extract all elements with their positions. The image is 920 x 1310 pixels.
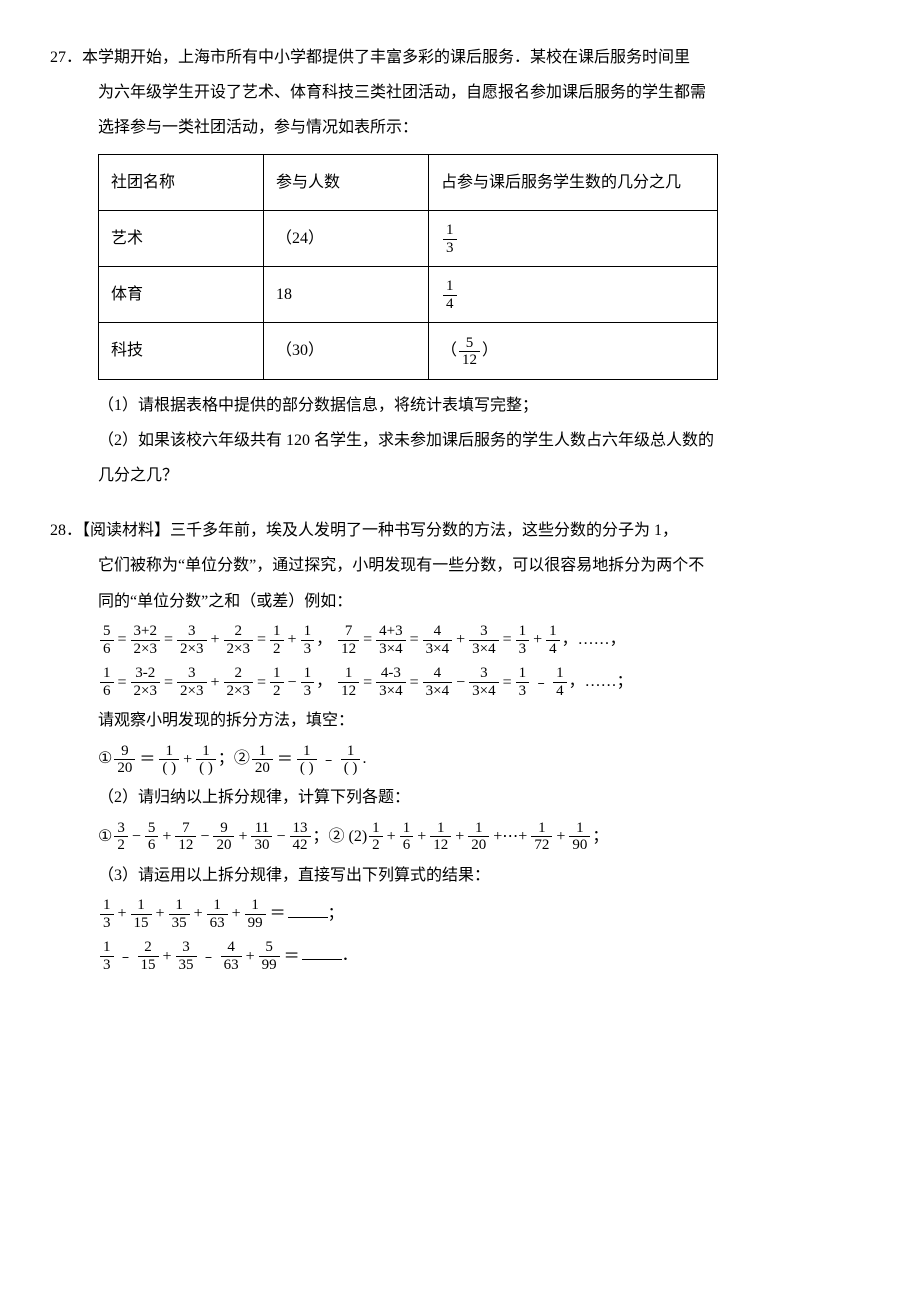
problem-28-line3: 同的“单位分数”之和（或差）例如： — [50, 584, 870, 619]
problem-27-text1: 本学期开始，上海市所有中小学都提供了丰富多彩的课后服务．某校在课后服务时间里 — [82, 49, 690, 66]
table-row: 艺术 （24） 13 — [99, 210, 718, 266]
problem-28-sub3: （3）请运用以上拆分规律，直接写出下列算式的结果： — [50, 858, 870, 893]
problem-28-sub2: （2）请归纳以上拆分规律，计算下列各题： — [50, 780, 870, 815]
problem-27-line2: 为六年级学生开设了艺术、体育科技三类社团活动，自愿报名参加课后服务的学生都需 — [50, 75, 870, 110]
equation-line-1: 56=3+22×3=32×3+22×3=12+13， 712=4+33×4=43… — [50, 619, 870, 661]
equation-line-2: 16=3-22×3=32×3+22×3=12−13， 112=4-33×4=43… — [50, 661, 870, 703]
cell-frac: （512） — [429, 323, 718, 379]
problem-27-line1: 27．本学期开始，上海市所有中小学都提供了丰富多彩的课后服务．某校在课后服务时间… — [50, 40, 870, 75]
observe-text: 请观察小明发现的拆分方法，填空： — [50, 703, 870, 738]
blank-field[interactable] — [288, 901, 328, 918]
problem-27-line3: 选择参与一类社团活动，参与情况如表所示： — [50, 110, 870, 145]
th-name: 社团名称 — [99, 154, 264, 210]
fraction: 512 — [459, 335, 480, 369]
cell-count: （24） — [264, 210, 429, 266]
problem-27-number: 27． — [50, 49, 82, 66]
cell-name: 体育 — [99, 267, 264, 323]
problem-27-sub1: （1）请根据表格中提供的部分数据信息，将统计表填写完整； — [50, 388, 870, 423]
table-header-row: 社团名称 参与人数 占参与课后服务学生数的几分之几 — [99, 154, 718, 210]
problem-27-sub2b: 几分之几？ — [50, 458, 870, 493]
calc-line-1: ①32−56+712−920+1130−1342；② (2)12+16+112+… — [50, 816, 870, 858]
cell-count: 18 — [264, 267, 429, 323]
cell-name: 艺术 — [99, 210, 264, 266]
problem-28-number: 28． — [50, 522, 82, 539]
table-row: 体育 18 14 — [99, 267, 718, 323]
fill-blank-line: ①920＝1( )+1( )；②120＝1( )﹣1( ). — [50, 738, 870, 780]
cell-name: 科技 — [99, 323, 264, 379]
club-table: 社团名称 参与人数 占参与课后服务学生数的几分之几 艺术 （24） 13 体育 … — [98, 154, 718, 380]
fraction: 13 — [443, 222, 457, 256]
problem-28-line2: 它们被称为“单位分数”，通过探究，小明发现有一些分数，可以很容易地拆分为两个不 — [50, 548, 870, 583]
problem-28-line1: 28．【阅读材料】三千多年前，埃及人发明了一种书写分数的方法，这些分数的分子为 … — [50, 513, 870, 548]
th-fraction: 占参与课后服务学生数的几分之几 — [429, 154, 718, 210]
th-count: 参与人数 — [264, 154, 429, 210]
cell-frac: 14 — [429, 267, 718, 323]
cell-count: （30） — [264, 323, 429, 379]
fraction: 14 — [443, 278, 457, 312]
problem-27-sub2a: （2）如果该校六年级共有 120 名学生，求未参加课后服务的学生人数占六年级总人… — [50, 423, 870, 458]
problem-27: 27．本学期开始，上海市所有中小学都提供了丰富多彩的课后服务．某校在课后服务时间… — [50, 40, 870, 493]
blank-field[interactable] — [302, 943, 342, 960]
problem-28-text1: 【阅读材料】三千多年前，埃及人发明了一种书写分数的方法，这些分数的分子为 1， — [82, 522, 678, 539]
table-row: 科技 （30） （512） — [99, 323, 718, 379]
cell-frac: 13 — [429, 210, 718, 266]
result-line-2: 13﹣215+335﹣463+599＝． — [50, 935, 870, 977]
problem-28: 28．【阅读材料】三千多年前，埃及人发明了一种书写分数的方法，这些分数的分子为 … — [50, 513, 870, 977]
result-line-1: 13+115+135+163+199＝； — [50, 893, 870, 935]
